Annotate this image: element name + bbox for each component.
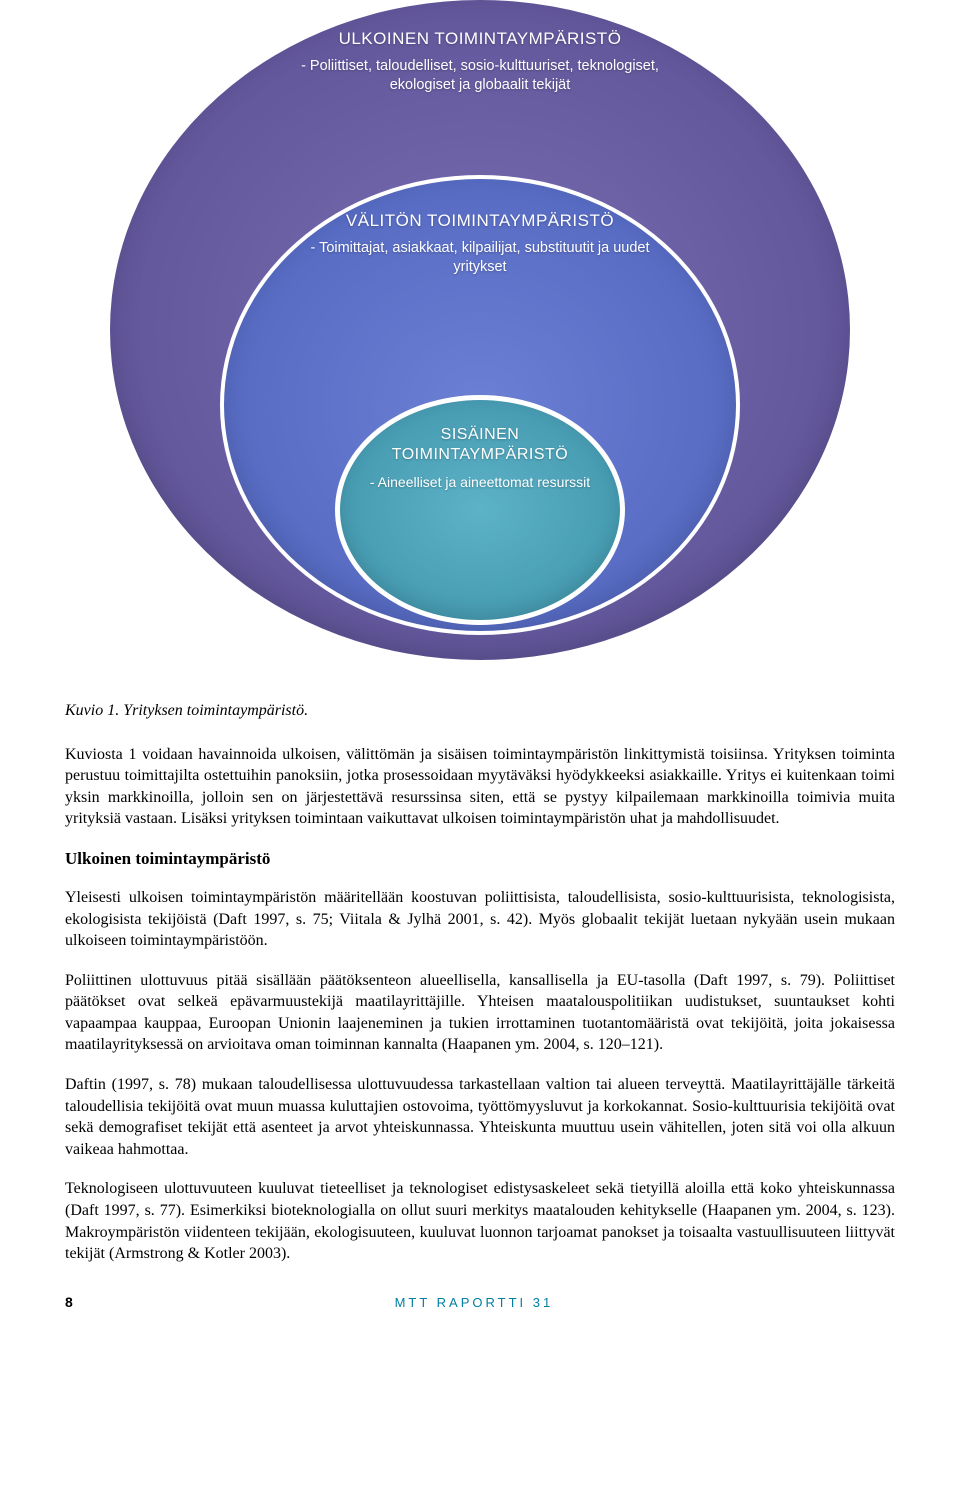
environment-diagram: ULKOINEN TOIMINTAYMPÄRISTÖ - Poliittiset… bbox=[65, 0, 895, 680]
subheading: Ulkoinen toimintaympäristö bbox=[65, 848, 895, 871]
paragraph-4: Daftin (1997, s. 78) mukaan taloudellise… bbox=[65, 1074, 895, 1160]
middle-desc: - Toimittajat, asiakkaat, kilpailijat, s… bbox=[300, 239, 660, 277]
middle-title: VÄLITÖN TOIMINTAYMPÄRISTÖ bbox=[300, 210, 660, 231]
figure-caption: Kuvio 1. Yrityksen toimintaympäristö. bbox=[65, 700, 895, 722]
page-number: 8 bbox=[65, 1293, 73, 1312]
inner-title: SISÄINEN TOIMINTAYMPÄRISTÖ bbox=[360, 425, 600, 465]
page-footer: 8 MTT RAPORTTI 31 bbox=[65, 1293, 895, 1312]
paragraph-2: Yleisesti ulkoisen toimintaympäristön mä… bbox=[65, 887, 895, 952]
inner-label-group: SISÄINEN TOIMINTAYMPÄRISTÖ - Aineelliset… bbox=[360, 425, 600, 491]
paragraph-3: Poliittinen ulottuvuus pitää sisällään p… bbox=[65, 970, 895, 1056]
paragraph-5: Teknologiseen ulottuvuuteen kuuluvat tie… bbox=[65, 1178, 895, 1264]
publication-label: MTT RAPORTTI 31 bbox=[73, 1294, 875, 1312]
outer-title: ULKOINEN TOIMINTAYMPÄRISTÖ bbox=[270, 28, 690, 49]
middle-label-group: VÄLITÖN TOIMINTAYMPÄRISTÖ - Toimittajat,… bbox=[300, 210, 660, 277]
inner-desc: - Aineelliset ja aineettomat resurssit bbox=[360, 473, 600, 491]
outer-desc: - Poliittiset, taloudelliset, sosio-kult… bbox=[270, 57, 690, 95]
outer-label-group: ULKOINEN TOIMINTAYMPÄRISTÖ - Poliittiset… bbox=[270, 28, 690, 95]
paragraph-1: Kuviosta 1 voidaan havainnoida ulkoisen,… bbox=[65, 744, 895, 830]
